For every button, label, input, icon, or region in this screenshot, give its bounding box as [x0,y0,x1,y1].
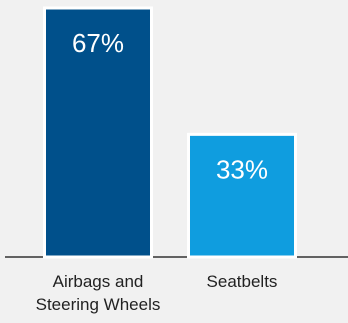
bar-1 [43,6,153,259]
category-label-2: Seatbelts [207,272,278,291]
bar-2 [187,132,297,259]
category-label-1: Airbags and Steering Wheels [36,272,161,314]
bars-group [43,6,297,259]
data-label-2: 33% [216,154,268,184]
data-label-1: 67% [72,28,124,58]
data-labels-group: 67% 33% [72,28,268,184]
category-labels-group: Airbags and Steering Wheels Seatbelts [36,272,278,314]
